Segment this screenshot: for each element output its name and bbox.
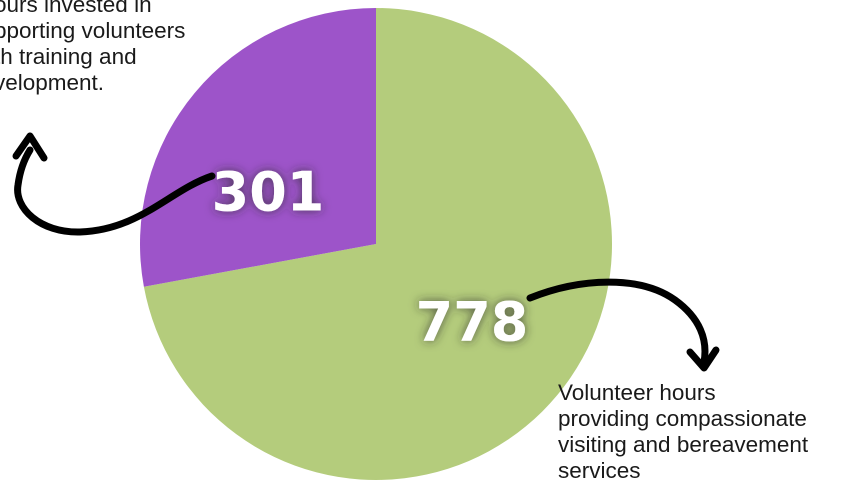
slice-visiting-hours	[143, 8, 612, 480]
slice-visiting-hours-value-label: 778	[416, 291, 529, 354]
slice-training-hours-value-label: 301	[212, 161, 325, 224]
slice-labels: 778 301	[212, 161, 529, 354]
pie-slices	[140, 8, 612, 480]
arrow-to-bottom-annotation	[526, 278, 709, 366]
arrow-to-top-annotation	[14, 146, 216, 236]
annotation-training-hours: ours invested in pporting volunteers th …	[0, 0, 186, 95]
annotation-visiting-hours: Volunteer hours providing compassionate …	[558, 380, 809, 483]
arrowhead-bottom	[686, 346, 720, 372]
slice-training-hours	[140, 8, 376, 287]
arrowhead-top	[12, 132, 48, 162]
